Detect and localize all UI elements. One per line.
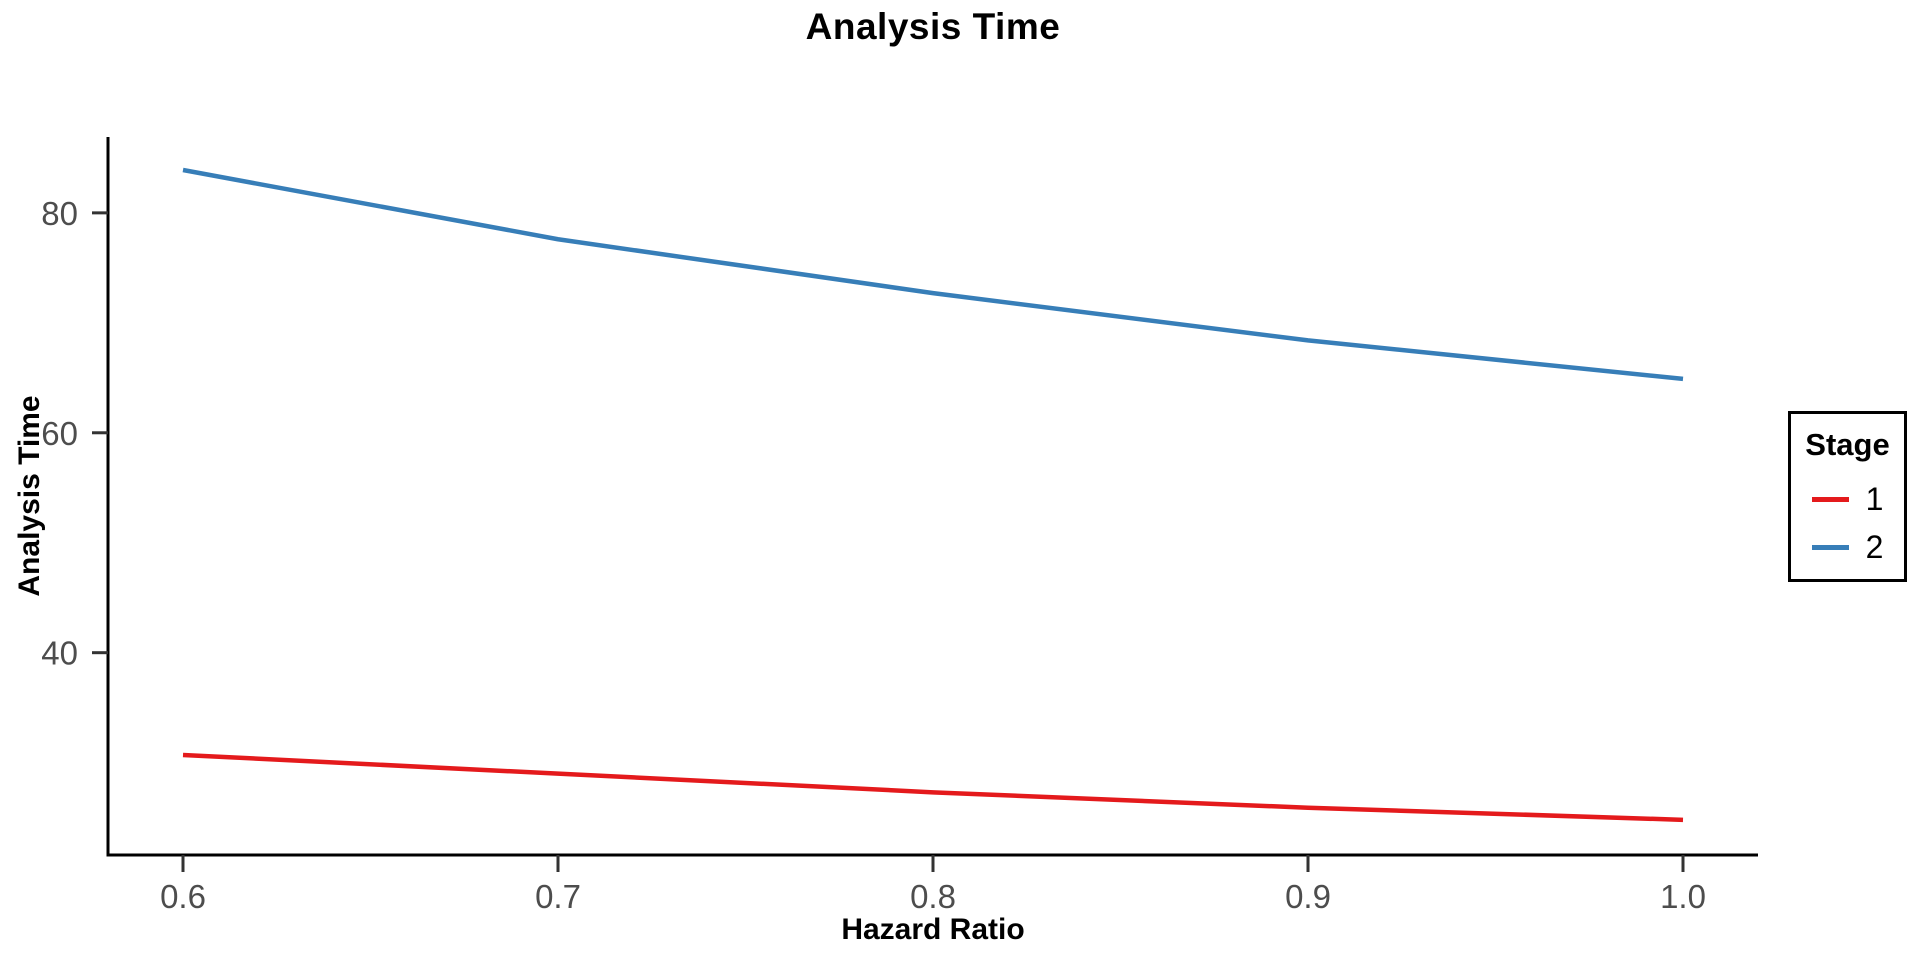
legend-swatch-stage-2 bbox=[1811, 544, 1849, 550]
x-tick-label: 0.6 bbox=[160, 878, 206, 915]
x-tick-label: 0.8 bbox=[910, 878, 956, 915]
series-line-stage-1 bbox=[182, 752, 1684, 823]
y-tick-label: 40 bbox=[41, 635, 78, 672]
y-tick-label: 60 bbox=[41, 415, 78, 452]
x-tick-label: 0.7 bbox=[535, 878, 581, 915]
legend-item-stage-2: 2 bbox=[1811, 529, 1884, 565]
legend-title: Stage bbox=[1805, 427, 1890, 462]
series-line-stage-2 bbox=[182, 167, 1684, 382]
x-axis-title: Hazard Ratio bbox=[841, 913, 1025, 946]
x-tick-label: 0.9 bbox=[1285, 878, 1331, 915]
legend-item-label: 1 bbox=[1865, 481, 1884, 517]
legend-swatch-stage-1 bbox=[1811, 496, 1849, 502]
y-tick-label: 80 bbox=[41, 195, 78, 232]
legend-item-stage-1: 1 bbox=[1811, 481, 1884, 517]
legend-item-label: 2 bbox=[1865, 529, 1884, 565]
x-tick-label: 1.0 bbox=[1660, 878, 1706, 915]
chart-title: Analysis Time bbox=[805, 6, 1061, 47]
